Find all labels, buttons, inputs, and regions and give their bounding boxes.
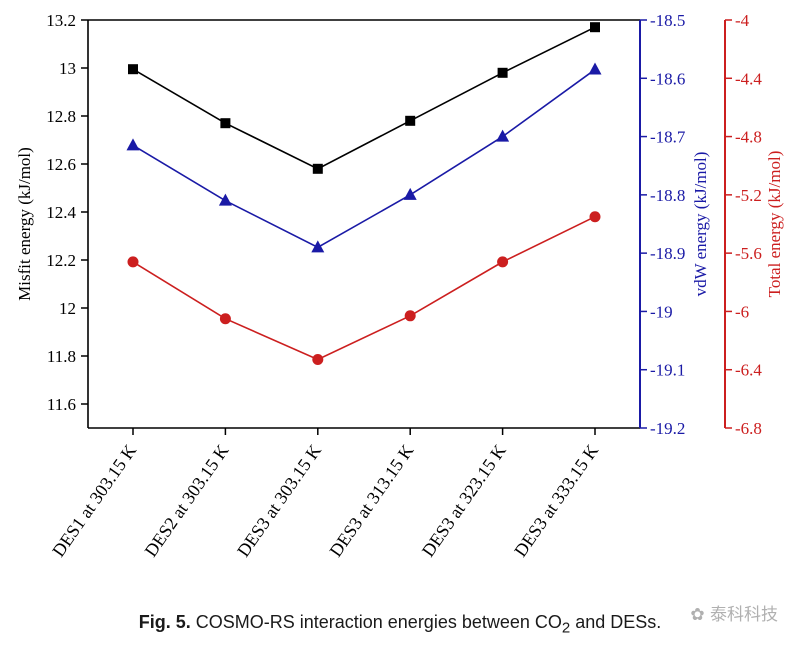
watermark-text: 泰科科技 — [710, 605, 778, 625]
data-point-circle — [589, 211, 601, 223]
chart: 11.6 11.8 12 12.2 12.4 12.6 12.8 13 13.2 -18.5 -18… — [15, 11, 784, 561]
data-point-circle — [127, 256, 139, 268]
right1-tick-label: -18.5 — [650, 11, 685, 30]
data-point-square — [312, 163, 323, 174]
data-point-triangle — [496, 129, 510, 142]
right1-tick-label: -19.2 — [650, 419, 685, 438]
x-category-label: DES3 at 333.15 K — [510, 441, 602, 561]
right2-tick-label: -6.4 — [735, 361, 762, 380]
right2-tick-label: -5.2 — [735, 186, 762, 205]
data-point-circle — [219, 313, 231, 325]
data-point-square — [590, 22, 600, 33]
right2-axis-title: Total energy (kJ/mol) — [765, 151, 784, 298]
left-tick-label: 11.6 — [47, 395, 76, 414]
data-point-triangle — [218, 193, 232, 206]
right1-tick-label: -19 — [650, 302, 673, 321]
right1-tick-label: -19.1 — [650, 361, 685, 380]
right1-tick-label: -18.7 — [650, 128, 686, 147]
caption-text-before: COSMO-RS interaction energies between CO — [195, 612, 562, 632]
x-category-label: DES3 at 303.15 K — [233, 441, 325, 561]
caption-label: Fig. 5. — [138, 612, 191, 632]
right2-tick-label: -6 — [735, 302, 749, 321]
data-point-square — [128, 64, 138, 75]
right1-tick-label: -18.6 — [650, 69, 685, 88]
left-tick-label: 13 — [59, 59, 76, 78]
data-point-triangle — [588, 62, 602, 75]
data-point-circle — [312, 354, 324, 366]
right2-tick-label: -4.4 — [735, 69, 762, 88]
wechat-icon: ✿ — [690, 605, 705, 625]
left-tick-label: 12 — [59, 299, 76, 318]
left-tick-label: 13.2 — [46, 11, 76, 30]
x-category-label: DES3 at 313.15 K — [325, 441, 417, 561]
x-category-label: DES2 at 303.15 K — [141, 441, 233, 561]
caption-subscript: 2 — [561, 619, 571, 637]
x-category-label: DES3 at 323.15 K — [418, 441, 510, 561]
left-tick-label: 11.8 — [47, 347, 76, 366]
right1-axis-title: vdW energy (kJ/mol) — [691, 152, 710, 297]
figure-caption: Fig. 5. COSMO-RS interaction energies be… — [0, 612, 800, 637]
left-tick-label: 12.6 — [46, 155, 76, 174]
left-tick-label: 12.2 — [46, 251, 76, 270]
right2-tick-label: -5.6 — [735, 244, 762, 263]
right2-tick-label: -4.8 — [735, 128, 762, 147]
x-category-label: DES1 at 303.15 K — [48, 441, 140, 561]
data-point-triangle — [126, 138, 140, 151]
series-line-left — [132, 26, 596, 170]
right1-tick-label: -18.8 — [650, 186, 685, 205]
data-point-square — [220, 118, 231, 129]
left-axis-title: Misfit energy (kJ/mol) — [15, 147, 34, 301]
data-point-circle — [497, 256, 509, 268]
watermark: ✿ 泰科科技 — [690, 600, 778, 625]
caption-text-after: and DESs. — [570, 612, 662, 632]
right2-tick-label: -4 — [735, 11, 750, 30]
data-point-triangle — [403, 187, 417, 200]
data-point-square — [405, 115, 416, 126]
series-line-right2 — [132, 215, 596, 361]
series-line-right1 — [132, 68, 596, 249]
left-tick-label: 12.4 — [46, 203, 76, 222]
right2-tick-label: -6.8 — [735, 419, 762, 438]
left-tick-label: 12.8 — [46, 107, 76, 126]
data-point-triangle — [311, 240, 325, 253]
data-point-circle — [404, 310, 416, 322]
right1-tick-label: -18.9 — [650, 244, 685, 263]
data-point-square — [497, 67, 508, 78]
